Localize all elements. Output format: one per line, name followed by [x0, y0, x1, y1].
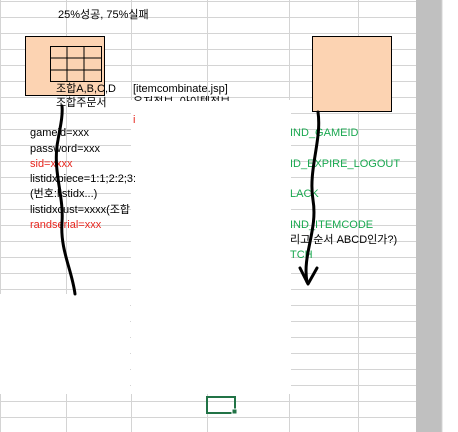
arrow-left-stroke [56, 106, 75, 294]
arrow-right-stroke [306, 112, 319, 282]
arrow-right-head [300, 268, 317, 284]
